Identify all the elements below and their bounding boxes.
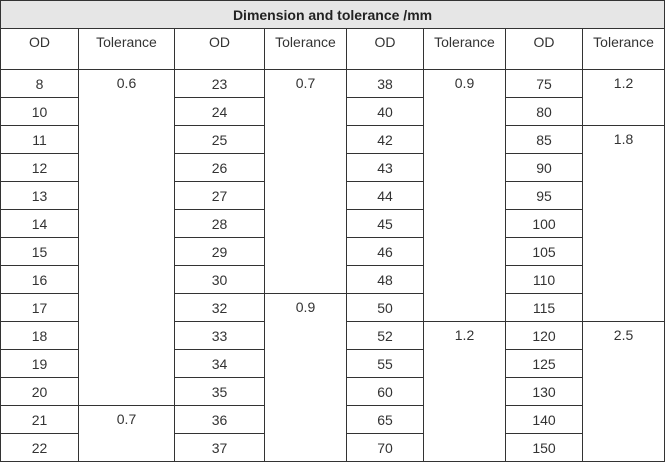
- od-cell: 19: [0, 349, 79, 378]
- table-row: 13 27 44 95: [0, 181, 665, 210]
- tolerance-cell: 1.8: [581, 125, 665, 322]
- od-cell: 24: [174, 97, 265, 126]
- od-cell: 14: [0, 209, 79, 238]
- od-cell: 110: [505, 265, 583, 294]
- header-od-2: OD: [174, 28, 265, 70]
- od-cell: 10: [0, 97, 79, 126]
- od-cell: 48: [346, 265, 424, 294]
- od-cell: 45: [346, 209, 424, 238]
- table-row: 18 33 52 1.2 120 2.5: [0, 321, 665, 462]
- od-cell: 13: [0, 181, 79, 210]
- tolerance-cell: 0.7: [78, 405, 175, 462]
- od-cell: 17: [0, 293, 79, 322]
- table-header-row: OD Tolerance OD Tolerance OD Tolerance O…: [0, 28, 665, 70]
- od-cell: 8: [0, 69, 79, 98]
- table-row: 17 32 0.9 50 115: [0, 293, 665, 462]
- table-row: 20 35 60 130: [0, 377, 665, 406]
- od-cell: 90: [505, 153, 583, 182]
- od-cell: 140: [505, 405, 583, 434]
- od-cell: 26: [174, 153, 265, 182]
- tolerance-cell: 0.9: [423, 69, 506, 322]
- od-cell: 38: [346, 69, 424, 98]
- od-cell: 37: [174, 433, 265, 462]
- od-cell: 22: [0, 433, 79, 462]
- header-tolerance-3: Tolerance: [423, 28, 506, 70]
- od-cell: 15: [0, 237, 79, 266]
- od-cell: 43: [346, 153, 424, 182]
- header-od-3: OD: [346, 28, 424, 70]
- header-tolerance-1: Tolerance: [78, 28, 175, 70]
- header-od-4: OD: [505, 28, 583, 70]
- od-cell: 36: [174, 405, 265, 434]
- tolerance-cell: 0.9: [264, 293, 347, 462]
- tolerance-cell: 0.6: [78, 69, 175, 406]
- od-cell: 33: [174, 321, 265, 350]
- od-cell: 32: [174, 293, 265, 322]
- header-tolerance-4: Tolerance: [581, 28, 665, 70]
- od-cell: 150: [505, 433, 583, 462]
- od-cell: 28: [174, 209, 265, 238]
- table-row: 16 30 48 110: [0, 265, 665, 294]
- table-title-row: Dimension and tolerance /mm: [0, 0, 665, 29]
- od-cell: 20: [0, 377, 79, 406]
- od-cell: 50: [346, 293, 424, 322]
- od-cell: 55: [346, 349, 424, 378]
- od-cell: 75: [505, 69, 583, 98]
- od-cell: 23: [174, 69, 265, 98]
- od-cell: 130: [505, 377, 583, 406]
- table-row: 19 34 55 125: [0, 349, 665, 378]
- od-cell: 40: [346, 97, 424, 126]
- table-row: 22 37 70 150: [0, 433, 665, 462]
- od-cell: 120: [505, 321, 583, 350]
- od-cell: 52: [346, 321, 424, 350]
- od-cell: 80: [505, 97, 583, 126]
- od-cell: 60: [346, 377, 424, 406]
- od-cell: 18: [0, 321, 79, 350]
- tolerance-cell: 2.5: [581, 321, 665, 462]
- od-cell: 34: [174, 349, 265, 378]
- od-cell: 21: [0, 405, 79, 434]
- od-cell: 44: [346, 181, 424, 210]
- od-cell: 30: [174, 265, 265, 294]
- od-cell: 11: [0, 125, 79, 154]
- table-row: 14 28 45 100: [0, 209, 665, 238]
- od-cell: 70: [346, 433, 424, 462]
- od-cell: 46: [346, 237, 424, 266]
- od-cell: 115: [505, 293, 583, 322]
- tolerance-cell: 1.2: [423, 321, 506, 462]
- od-cell: 85: [505, 125, 583, 154]
- od-cell: 16: [0, 265, 79, 294]
- od-cell: 29: [174, 237, 265, 266]
- table-title: Dimension and tolerance /mm: [0, 0, 665, 29]
- od-cell: 125: [505, 349, 583, 378]
- od-cell: 25: [174, 125, 265, 154]
- table-row: 12 26 43 90: [0, 153, 665, 182]
- header-tolerance-2: Tolerance: [264, 28, 347, 70]
- tolerance-cell: 0.7: [264, 69, 347, 294]
- od-cell: 65: [346, 405, 424, 434]
- od-cell: 35: [174, 377, 265, 406]
- table-row: 8 0.6 23 0.7 38 0.9 75 1.2: [0, 69, 665, 406]
- table-row: 21 0.7 36 65 140: [0, 405, 665, 462]
- od-cell: 105: [505, 237, 583, 266]
- od-cell: 12: [0, 153, 79, 182]
- od-cell: 95: [505, 181, 583, 210]
- table-row: 15 29 46 105: [0, 237, 665, 266]
- od-cell: 42: [346, 125, 424, 154]
- table-row: 11 25 42 85 1.8: [0, 125, 665, 322]
- od-cell: 100: [505, 209, 583, 238]
- od-cell: 27: [174, 181, 265, 210]
- tolerance-cell: 1.2: [581, 69, 665, 126]
- header-od-1: OD: [0, 28, 79, 70]
- table-row: 10 24 40 80: [0, 97, 665, 126]
